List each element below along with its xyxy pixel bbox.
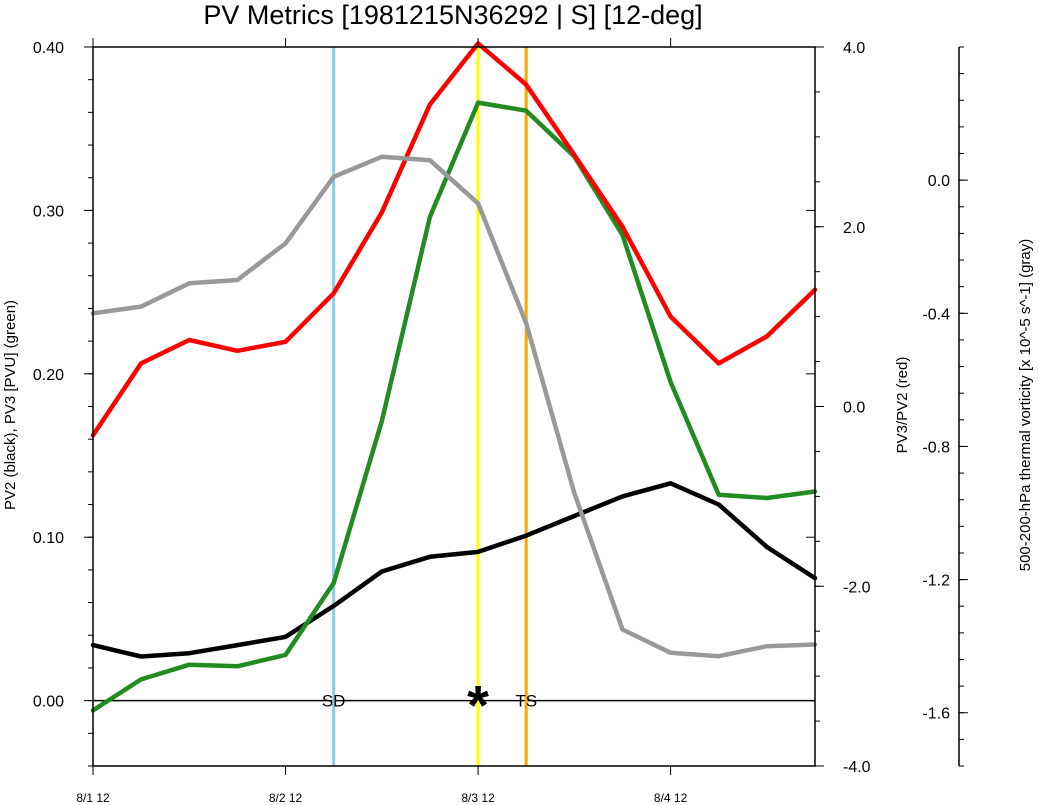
annotation-ts: TS <box>515 692 537 711</box>
x-tick-label-2: 8/3 12 <box>461 791 495 805</box>
annotations: SD TS * <box>322 674 537 737</box>
x-tick-label-3: 8/4 12 <box>654 791 688 805</box>
x-tick-label-1: 8/2 12 <box>269 791 303 805</box>
left-tick-label-2: 0.20 <box>33 367 64 384</box>
annotation-sd: SD <box>322 692 346 711</box>
left-tick-label-4: 0.40 <box>33 40 64 57</box>
right-inner-axis-label: PV3/PV2 (red) <box>894 357 911 454</box>
left-tick-label-1: 0.10 <box>33 530 64 547</box>
right-inner-tick-label-4: 4.0 <box>843 40 865 57</box>
left-axis-label: PV2 (black), PV3 [PVU] (green) <box>2 300 19 510</box>
right-outer-tick-label-4: 0.0 <box>928 173 950 190</box>
right-outer-tick-label-3: -0.4 <box>922 306 950 323</box>
right-outer-tick-label-2: -0.8 <box>922 439 950 456</box>
data-series <box>90 41 818 713</box>
x-tick-label-0: 8/1 12 <box>76 791 110 805</box>
series-line-0 <box>90 481 818 659</box>
axes: 0.00 0.10 0.20 0.30 0.40 -4.0 -2.0 0.0 2.0 4.0 -1.… <box>33 38 968 805</box>
right-inner-tick-label-3: 2.0 <box>843 220 865 237</box>
chart-title: PV Metrics [1981215N36292 | S] [12-deg] <box>203 0 702 30</box>
right-outer-tick-label-1: -1.2 <box>922 573 950 590</box>
right-outer-axis-label: 500-200-hPa thermal vorticity [x 10^-5 s… <box>1017 239 1034 572</box>
right-inner-tick-label-2: 0.0 <box>843 400 865 417</box>
left-tick-label-0: 0.00 <box>33 694 64 711</box>
series-line-1 <box>90 100 818 713</box>
left-tick-label-3: 0.30 <box>33 203 64 220</box>
right-inner-tick-label-1: -2.0 <box>843 579 871 596</box>
star-marker: * <box>467 674 489 737</box>
right-inner-tick-label-0: -4.0 <box>843 759 871 776</box>
series-line-2 <box>90 41 818 438</box>
series-line-3 <box>90 154 818 659</box>
right-outer-tick-label-0: -1.6 <box>922 706 950 723</box>
vertical-markers <box>332 47 528 766</box>
